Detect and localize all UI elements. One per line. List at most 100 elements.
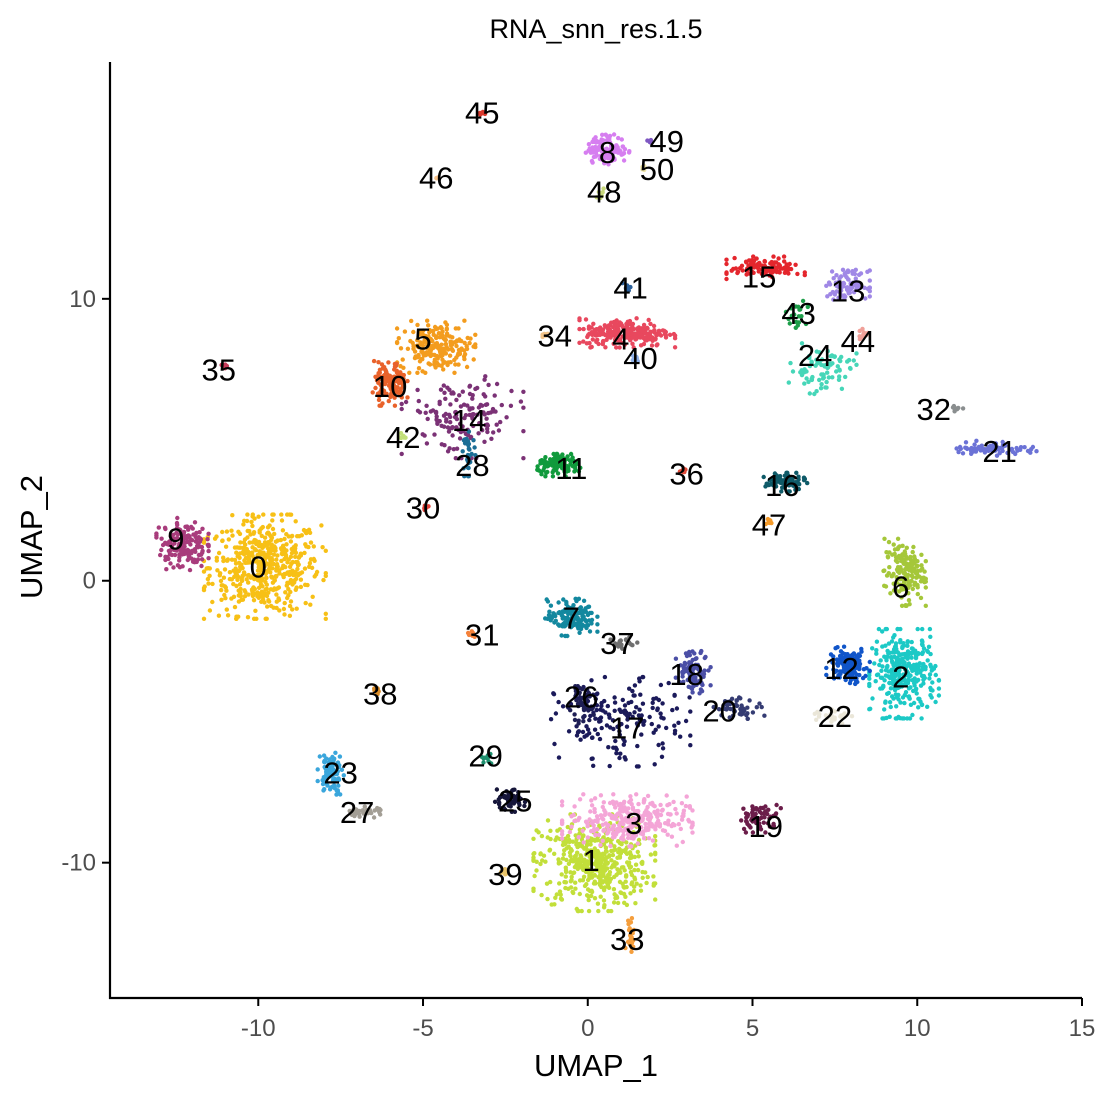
cell-point	[473, 332, 478, 337]
cell-point	[640, 167, 645, 172]
cell-point	[200, 526, 205, 531]
cluster-16-points	[761, 470, 810, 494]
cell-point	[856, 272, 862, 277]
cell-point	[735, 269, 741, 274]
cell-point	[825, 715, 830, 720]
cell-point	[862, 285, 867, 290]
cell-point	[664, 725, 669, 731]
cell-point	[658, 802, 663, 808]
cell-point	[425, 416, 430, 422]
cell-point	[258, 572, 263, 577]
cell-point	[588, 809, 593, 814]
cell-point	[618, 709, 624, 714]
cell-point	[650, 338, 655, 343]
cell-point	[614, 861, 619, 866]
cell-point	[912, 668, 918, 673]
cell-point	[323, 616, 328, 621]
cell-point	[429, 352, 434, 357]
cell-point	[911, 700, 917, 706]
cell-point	[332, 756, 337, 761]
cell-point	[903, 603, 908, 608]
cell-point	[733, 266, 739, 271]
cell-point	[287, 613, 293, 618]
cell-point	[696, 672, 702, 677]
cell-point	[891, 581, 896, 586]
cell-point	[556, 699, 561, 705]
cell-point	[606, 332, 611, 338]
cell-point	[639, 713, 644, 718]
cell-point	[748, 825, 753, 830]
cell-point	[918, 683, 924, 688]
cell-point	[556, 861, 561, 866]
cell-point	[800, 298, 806, 304]
cell-point	[734, 703, 739, 708]
cell-point	[311, 544, 316, 549]
cluster-label-50: 50	[640, 152, 674, 187]
cell-point	[250, 591, 255, 596]
cell-point	[854, 351, 859, 356]
cell-point	[891, 663, 896, 668]
cell-point	[688, 709, 693, 714]
cell-point	[568, 461, 573, 467]
cell-point	[759, 704, 764, 710]
cell-point	[485, 426, 490, 431]
cell-point	[622, 703, 628, 708]
cell-point	[636, 854, 641, 859]
cell-point	[845, 268, 851, 273]
cell-point	[838, 671, 843, 677]
cell-point	[896, 553, 902, 559]
cell-point	[541, 853, 547, 858]
cell-point	[835, 645, 840, 650]
cell-point	[684, 794, 689, 799]
cell-point	[841, 281, 847, 286]
cell-point	[954, 446, 959, 451]
cell-point	[658, 711, 663, 716]
cell-point	[442, 390, 447, 395]
cell-point	[793, 485, 798, 490]
cell-point	[187, 567, 193, 573]
cluster-47-points	[763, 516, 774, 527]
cell-point	[246, 592, 251, 597]
cell-point	[794, 319, 799, 325]
cell-point	[545, 818, 551, 823]
cell-point	[468, 336, 473, 341]
cell-point	[585, 612, 591, 618]
cell-point	[396, 380, 401, 385]
cell-point	[592, 327, 598, 333]
cell-point	[175, 515, 180, 521]
cell-point	[226, 537, 231, 542]
cell-point	[597, 882, 603, 888]
cell-point	[388, 386, 393, 391]
cell-point	[250, 523, 255, 529]
cell-point	[661, 716, 666, 721]
cell-point	[727, 715, 732, 720]
cell-point	[804, 376, 809, 381]
cell-point	[916, 651, 921, 656]
cell-point	[831, 654, 836, 659]
cell-point	[605, 703, 610, 709]
cell-point	[392, 367, 397, 372]
cell-point	[293, 519, 298, 524]
cell-point	[631, 888, 637, 894]
cell-point	[624, 287, 629, 293]
cell-point	[625, 640, 630, 646]
cell-point	[680, 839, 685, 845]
cell-point	[679, 817, 685, 822]
cell-point	[503, 794, 508, 800]
cell-point	[271, 587, 276, 593]
cell-point	[224, 529, 230, 534]
cell-point	[487, 760, 492, 765]
cell-point	[724, 271, 729, 276]
cell-point	[625, 717, 630, 722]
cell-point	[577, 316, 582, 321]
cell-point	[376, 360, 381, 365]
cell-point	[398, 431, 404, 436]
cell-point	[650, 838, 656, 843]
cell-point	[293, 576, 299, 582]
cell-point	[449, 391, 454, 396]
cell-point	[295, 534, 300, 539]
cell-point	[846, 670, 852, 675]
cell-point	[189, 524, 194, 530]
cell-point	[566, 844, 571, 849]
cell-point	[830, 353, 835, 359]
